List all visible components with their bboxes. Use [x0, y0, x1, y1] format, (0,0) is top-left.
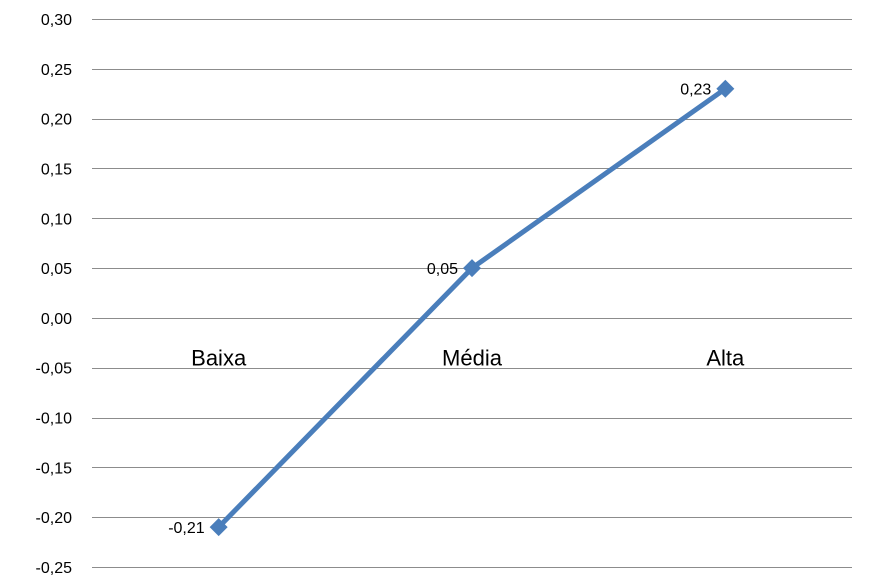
y-tick-label: 0,15 — [41, 161, 72, 178]
category-labels: Baixa Média Alta — [191, 346, 745, 371]
y-tick-label: -0,10 — [36, 411, 73, 428]
y-tick-label: 0,25 — [41, 62, 72, 79]
y-tick-label: 0,00 — [41, 311, 72, 328]
data-labels: -0,21 0,05 0,23 — [168, 82, 711, 537]
y-tick-label: -0,05 — [36, 361, 73, 378]
y-tick-label: 0,05 — [41, 261, 72, 278]
category-label: Média — [442, 346, 503, 371]
category-label: Alta — [706, 346, 745, 371]
gridlines — [92, 19, 852, 568]
series — [209, 79, 735, 537]
y-axis-tick-labels: 0,30 0,25 0,20 0,15 0,10 0,05 0,00 -0,05 -0,10 -0… — [36, 12, 73, 577]
data-label: -0,21 — [168, 520, 205, 537]
data-label: 0,23 — [680, 82, 711, 99]
y-tick-label: 0,10 — [41, 211, 72, 228]
y-tick-label: 0,20 — [41, 112, 72, 129]
y-tick-label: -0,15 — [36, 460, 73, 477]
category-label: Baixa — [191, 346, 247, 371]
data-label: 0,05 — [427, 261, 458, 278]
data-point-marker — [716, 79, 735, 98]
y-tick-label: -0,20 — [36, 510, 73, 527]
data-point-marker — [209, 518, 228, 537]
y-tick-label: 0,30 — [41, 12, 72, 29]
data-point-marker — [463, 259, 481, 278]
series-line — [216, 86, 728, 530]
y-tick-label: -0,25 — [36, 560, 73, 577]
